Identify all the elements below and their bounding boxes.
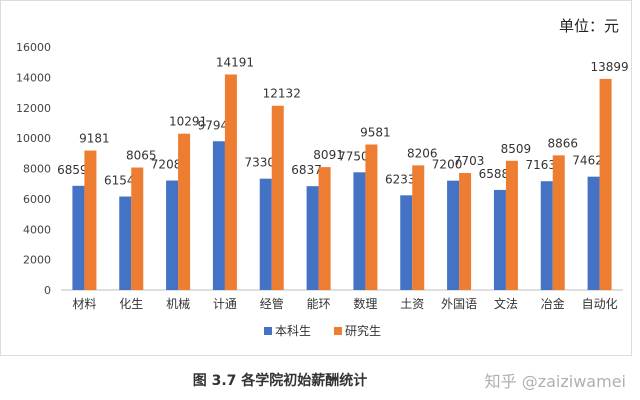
watermark: 知乎 @zaiziwamei (484, 372, 626, 391)
data-label: 8866 (547, 136, 578, 150)
category-label: 冶金 (541, 296, 565, 311)
data-label: 8065 (126, 149, 157, 163)
data-label: 7163 (525, 158, 556, 172)
y-tick-label: 12000 (16, 102, 51, 115)
bar-undergrad (166, 180, 179, 290)
bar-grad (365, 144, 378, 290)
data-label: 14191 (216, 55, 254, 69)
y-tick-label: 2000 (23, 254, 51, 267)
data-label: 7330 (244, 156, 275, 170)
data-label: 8509 (501, 142, 532, 156)
data-label: 7208 (151, 158, 182, 172)
bar-undergrad (212, 141, 225, 290)
bar-grad (224, 74, 237, 291)
bar-undergrad (259, 178, 272, 290)
data-label: 6859 (57, 163, 88, 177)
legend-label: 本科生 (275, 324, 311, 338)
chart-panel: 0 2000 4000 6000 8000 10000 12000 14000 16000 685… (0, 0, 632, 356)
category-label: 化生 (119, 297, 143, 311)
data-label: 10291 (169, 115, 207, 129)
y-tick-label: 0 (44, 284, 51, 297)
bar-grad (599, 78, 612, 290)
legend-label: 研究生 (345, 323, 381, 338)
data-label: 6233 (385, 172, 416, 186)
bar-undergrad (353, 172, 366, 290)
category-label: 计通 (213, 297, 237, 311)
bar-undergrad (306, 186, 319, 290)
data-label: 8091 (313, 148, 344, 162)
bar-grad (505, 160, 518, 290)
data-label: 6837 (291, 163, 322, 177)
category-label: 自动化 (582, 297, 618, 311)
bar-grad (271, 105, 284, 291)
category-label: 数理 (353, 296, 377, 311)
bar-grad (459, 173, 472, 290)
legend-swatch (264, 327, 272, 335)
bar-chart: 0 2000 4000 6000 8000 10000 12000 14000 16000 685… (16, 41, 629, 338)
y-tick-label: 14000 (16, 71, 51, 84)
bar-undergrad (540, 181, 553, 290)
y-tick-label: 6000 (23, 193, 51, 206)
category-label: 能环 (307, 297, 331, 311)
bar-grad (412, 165, 425, 290)
bar-undergrad (587, 176, 600, 290)
category-label: 文法 (494, 296, 518, 311)
unit-label: 单位：元 (558, 17, 619, 35)
legend-swatch (334, 327, 342, 335)
category-label: 材料 (72, 297, 96, 311)
data-label: 13899 (590, 60, 628, 74)
category-label: 土资 (400, 297, 424, 311)
y-tick-label: 8000 (23, 163, 51, 176)
data-label: 7750 (338, 149, 369, 163)
y-tick-label: 4000 (23, 223, 51, 236)
bar-grad (84, 150, 97, 290)
category-label: 外国语 (441, 297, 477, 311)
data-label: 8206 (407, 146, 438, 160)
data-label: 9181 (79, 132, 110, 146)
bar-grad (318, 167, 331, 290)
data-label: 7200 (432, 158, 463, 172)
figure-caption: 图 3.7 各学院初始薪酬统计 (192, 373, 368, 389)
bar-undergrad (400, 195, 413, 290)
bar-undergrad (72, 185, 85, 290)
y-tick-label: 10000 (16, 132, 51, 145)
bar-grad (131, 167, 144, 290)
data-label: 6588 (479, 167, 510, 181)
bar-undergrad (493, 189, 506, 290)
y-tick-label: 16000 (16, 41, 51, 54)
data-label: 6154 (104, 174, 135, 188)
data-label: 9794 (198, 118, 229, 132)
bar-grad (552, 155, 565, 290)
bar-undergrad (119, 196, 132, 290)
data-label: 7703 (454, 154, 485, 168)
bar-undergrad (447, 180, 460, 290)
category-label: 经管 (260, 296, 284, 311)
bar-grad (178, 133, 191, 290)
data-label: 9581 (360, 125, 391, 139)
category-label: 机械 (166, 296, 190, 311)
data-label: 7462 (572, 154, 603, 168)
data-label: 12132 (263, 87, 301, 101)
